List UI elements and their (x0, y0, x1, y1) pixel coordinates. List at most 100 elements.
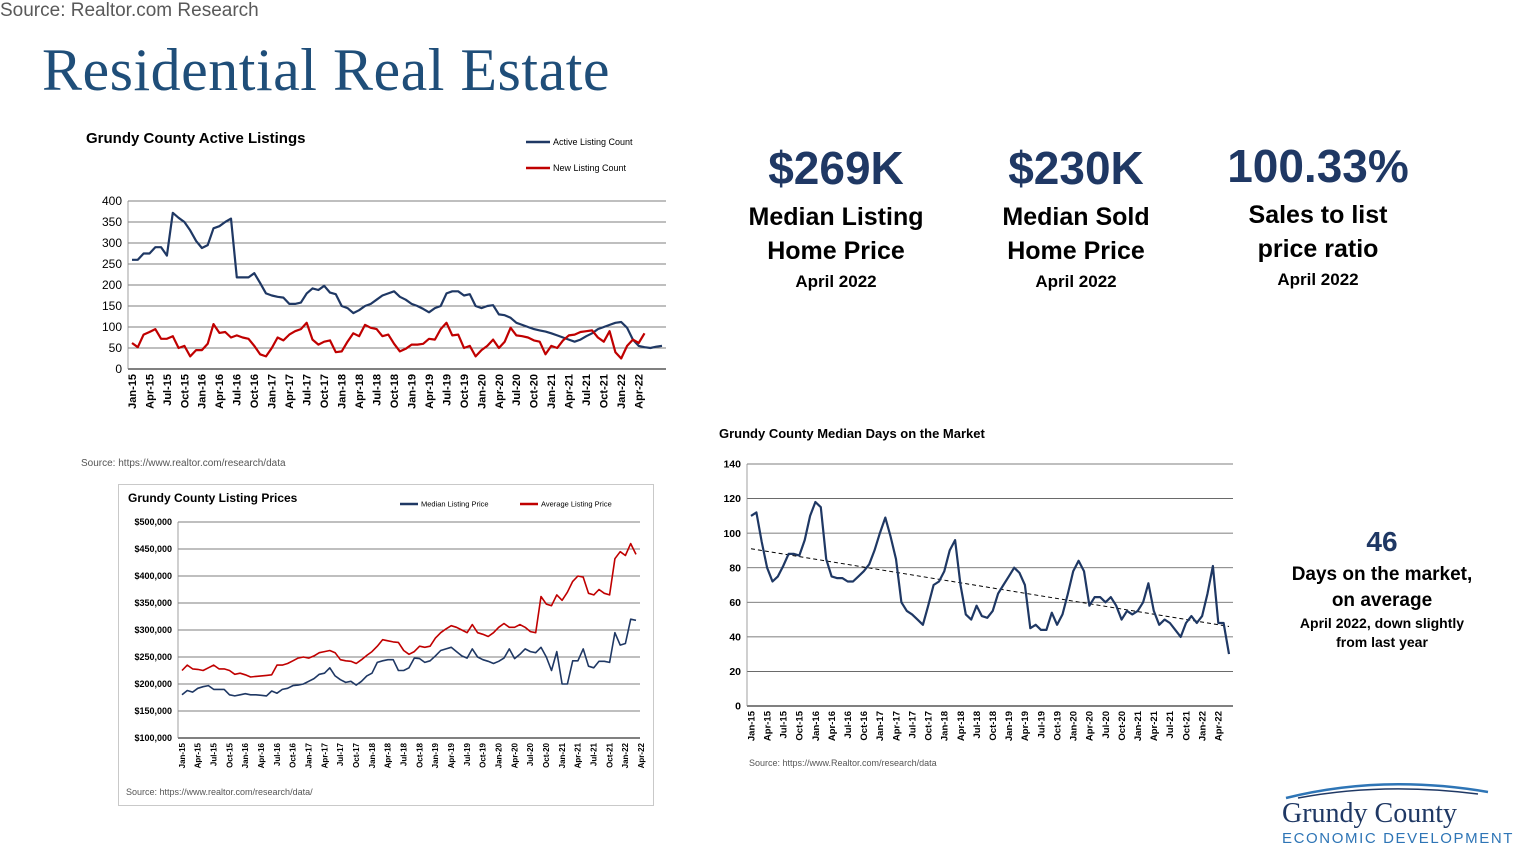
y-tick-label: 350 (102, 215, 122, 229)
x-tick-label: Jan-20 (495, 742, 504, 768)
series-line (181, 542, 637, 678)
x-tick-label: Oct-21 (605, 742, 614, 767)
x-tick-label: Apr-21 (1149, 710, 1160, 741)
y-tick-label: 120 (723, 493, 741, 505)
y-tick-label: $100,000 (134, 733, 172, 743)
x-tick-label: Jul-20 (526, 742, 535, 766)
x-tick-label: Jan-20 (1069, 711, 1080, 741)
x-tick-label: Oct-21 (1181, 710, 1192, 740)
x-tick-label: Jan-18 (940, 711, 951, 741)
stat-label-line2: Home Price (767, 237, 905, 265)
stat-value: 46 (1366, 526, 1398, 557)
days-on-market-source: Source: https://www.Realtor.com/research… (749, 758, 937, 768)
x-tick-label: Jan-22 (621, 742, 630, 768)
x-tick-label: Apr-17 (891, 711, 902, 741)
x-tick-label: Jul-18 (371, 374, 383, 406)
y-tick-label: 400 (102, 194, 122, 208)
x-tick-label: Jan-19 (1004, 711, 1015, 741)
x-tick-label: Apr-19 (447, 742, 456, 768)
y-tick-label: 0 (115, 362, 122, 376)
x-tick-label: Oct-19 (459, 374, 471, 408)
x-tick-label: Oct-16 (859, 711, 870, 741)
y-tick-label: 80 (729, 562, 741, 574)
stat-label-line2: price ratio (1257, 235, 1379, 263)
stat-note-line1: April 2022, down slightly (1299, 615, 1465, 631)
grundy-county-logo: Grundy County ECONOMIC DEVELOPMENT (1278, 778, 1512, 850)
y-tick-label: 0 (735, 701, 741, 713)
x-tick-label: Jan-16 (811, 711, 822, 741)
legend-label: New Listing Count (553, 163, 627, 173)
x-tick-label: Apr-18 (384, 742, 393, 768)
x-tick-label: Oct-19 (1052, 711, 1063, 741)
x-tick-label: Apr-16 (214, 374, 226, 409)
y-tick-label: 100 (102, 320, 122, 334)
x-tick-label: Apr-22 (634, 374, 646, 409)
x-tick-label: Jul-15 (209, 742, 218, 766)
x-tick-label: Oct-17 (319, 374, 331, 408)
x-tick-label: Apr-17 (284, 374, 296, 409)
x-tick-label: Jul-16 (843, 711, 854, 738)
page-title: Residential Real Estate (42, 37, 610, 103)
x-tick-label: Jul-19 (441, 374, 453, 406)
x-tick-label: Jul-17 (302, 374, 314, 406)
chart-title: Grundy County Listing Prices (128, 491, 298, 505)
x-tick-label: Oct-20 (542, 742, 551, 767)
x-tick-label: Oct-18 (988, 711, 999, 741)
logo-line1: Grundy County (1282, 798, 1457, 829)
y-tick-label: $150,000 (134, 706, 172, 716)
x-tick-label: Jan-19 (406, 374, 418, 409)
x-tick-label: Jul-21 (1165, 710, 1176, 738)
x-tick-label: Jul-17 (336, 742, 345, 766)
y-tick-label: 300 (102, 236, 122, 250)
x-tick-label: Apr-17 (320, 742, 329, 768)
x-tick-label: Oct-20 (1117, 711, 1128, 741)
x-tick-label: Oct-15 (795, 710, 806, 740)
listing-prices-chart: Grundy County Listing Prices $100,000 $150… (128, 491, 646, 768)
y-tick-label: 150 (102, 299, 122, 313)
x-tick-label: Apr-15 (144, 374, 156, 409)
active-listings-chart: Grundy County Active Listings 0 50 100 150 20… (86, 130, 666, 409)
x-tick-label: Jan-21 (546, 374, 558, 409)
x-tick-label: Apr-18 (354, 374, 366, 409)
x-tick-label: Jan-19 (431, 742, 440, 768)
x-tick-label: Jul-19 (1036, 711, 1047, 738)
chart-title: Grundy County Median Days on the Market (719, 426, 985, 441)
x-tick-label: Oct-19 (479, 742, 488, 767)
active-listings-source: Source: https://www.realtor.com/research… (81, 458, 286, 469)
x-tick-label: Oct-15 (179, 374, 191, 408)
median-sold-price-stat: $230K Median Sold Home Price April 2022 (956, 142, 1196, 294)
y-tick-label: $500,000 (134, 517, 172, 527)
x-tick-label: Jan-17 (267, 374, 279, 409)
x-tick-label: Apr-20 (1085, 711, 1096, 741)
x-tick-label: Jul-21 (590, 742, 599, 766)
y-tick-label: 60 (729, 597, 741, 609)
x-tick-label: Jan-18 (337, 374, 349, 409)
y-tick-label: $400,000 (134, 571, 172, 581)
footer-source: Source: Realtor.com Research (0, 0, 259, 21)
x-tick-label: Apr-20 (494, 374, 506, 409)
listing-prices-source: Source: https://www.realtor.com/research… (126, 787, 313, 797)
x-tick-label: Apr-15 (762, 710, 773, 741)
series-line (181, 618, 637, 697)
x-tick-label: Oct-20 (529, 374, 541, 408)
stat-value: 100.33% (1227, 140, 1409, 192)
x-tick-label: Jan-21 (1133, 710, 1144, 741)
x-tick-label: Jul-20 (1101, 711, 1112, 738)
x-tick-label: Oct-16 (289, 742, 298, 767)
x-tick-label: Apr-19 (424, 374, 436, 409)
stat-label-line1: Median Sold (1002, 203, 1150, 231)
y-tick-label: $200,000 (134, 679, 172, 689)
x-tick-label: Jul-18 (400, 742, 409, 766)
stat-label-line1: Days on the market, (1291, 564, 1473, 585)
x-tick-label: Oct-17 (352, 742, 361, 767)
median-listing-price-stat: $269K Median Listing Home Price April 20… (716, 142, 956, 294)
x-tick-label: Oct-15 (225, 742, 234, 767)
y-tick-label: 40 (729, 632, 741, 644)
x-tick-label: Oct-18 (415, 742, 424, 767)
x-tick-label: Jan-15 (178, 742, 187, 768)
x-tick-label: Jan-16 (197, 374, 209, 409)
days-on-market-stat: 46 Days on the market, on average April … (1262, 524, 1502, 652)
y-tick-label: 140 (723, 459, 741, 471)
x-tick-label: Jan-17 (875, 711, 886, 741)
y-tick-label: 50 (109, 341, 123, 355)
